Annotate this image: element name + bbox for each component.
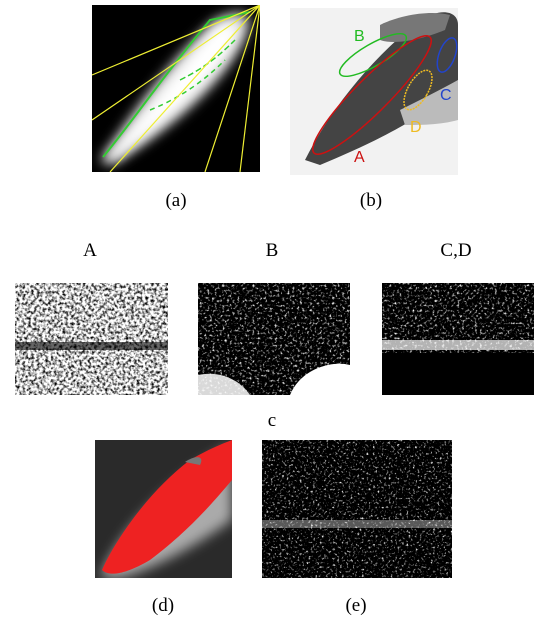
column-title: B <box>266 240 279 261</box>
mask-b-image <box>198 283 350 395</box>
caption: (d) <box>152 595 174 616</box>
column-title: C,D <box>440 240 471 261</box>
panel-d-image <box>95 440 232 578</box>
caption: c <box>268 410 276 431</box>
panel-e-image <box>262 440 452 578</box>
column-title: A <box>83 240 97 261</box>
mask-a-image <box>15 283 168 395</box>
cluster-label: A <box>354 149 365 166</box>
figure: (a) B A C D (b) A B C,D c <box>0 0 534 619</box>
mask-cd-image <box>382 283 534 395</box>
cluster-label: B <box>354 28 365 45</box>
caption: (e) <box>345 595 366 616</box>
cluster-label: C <box>440 87 452 104</box>
caption: (a) <box>165 190 186 211</box>
panel-a-image <box>92 5 260 172</box>
cluster-label: D <box>410 119 422 136</box>
panel-b-image: B A C D <box>290 8 461 175</box>
caption: (b) <box>360 190 382 211</box>
